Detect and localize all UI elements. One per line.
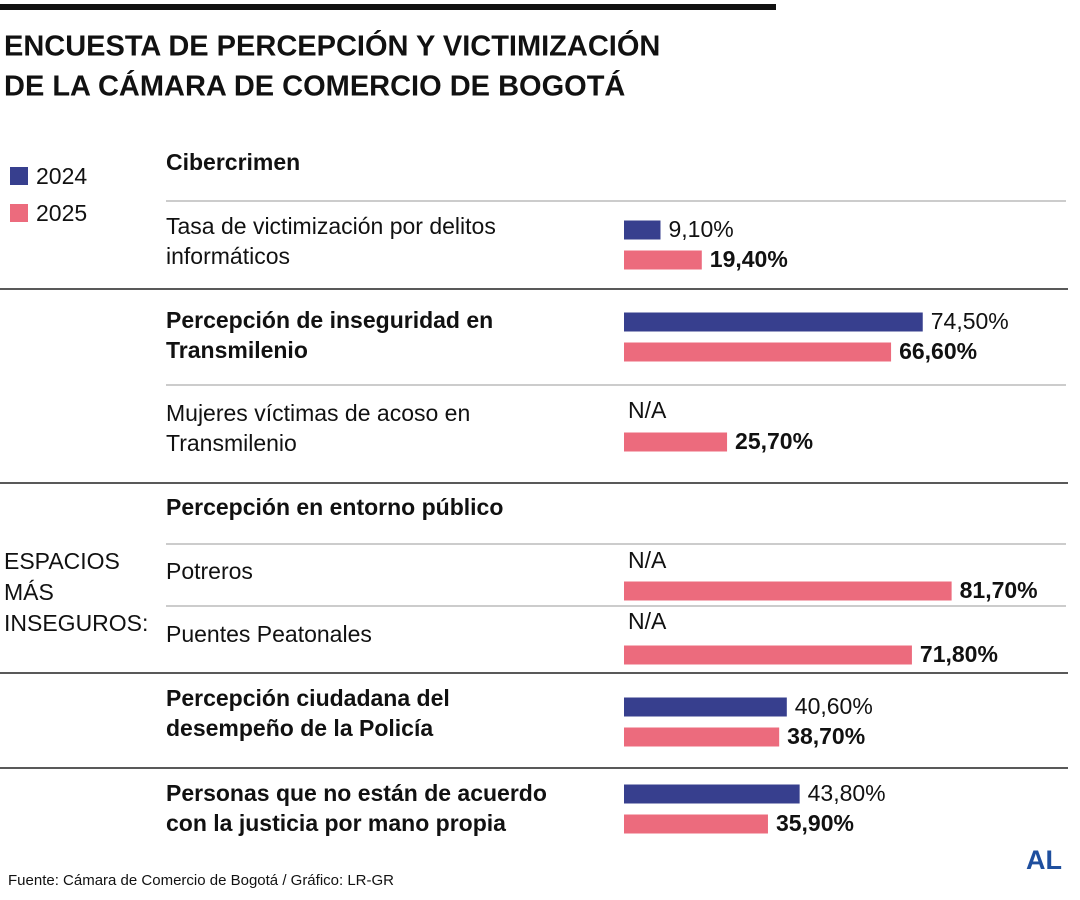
- dividers: [0, 288, 1068, 769]
- logo: AL: [1026, 845, 1062, 875]
- legend-swatch: [10, 204, 28, 222]
- category-label: informáticos: [166, 243, 290, 269]
- bar: [624, 784, 800, 804]
- bar: [624, 250, 702, 270]
- bar: [624, 220, 661, 240]
- value-label: 19,40%: [710, 246, 788, 272]
- category-label: Puentes Peatonales: [166, 621, 372, 647]
- chart-title: ENCUESTA DE PERCEPCIÓN Y VICTIMIZACIÓN: [4, 29, 660, 63]
- value-label: 71,80%: [920, 641, 998, 667]
- category-label: Percepción ciudadana del: [166, 685, 450, 711]
- legend-swatch: [10, 167, 28, 185]
- bar: [624, 312, 923, 332]
- side-label: MÁS: [4, 579, 54, 605]
- category-label: Transmilenio: [166, 430, 297, 456]
- value-label: 66,60%: [899, 338, 977, 364]
- value-label: N/A: [628, 608, 667, 634]
- chart-title: DE LA CÁMARA DE COMERCIO DE BOGOTÁ: [4, 69, 625, 103]
- value-label: N/A: [628, 397, 667, 423]
- bar: [624, 727, 780, 747]
- bar: [624, 581, 952, 601]
- legend-label: 2025: [36, 200, 87, 226]
- value-label: N/A: [628, 547, 667, 573]
- value-label: 35,90%: [776, 810, 854, 836]
- side-label: INSEGUROS:: [4, 610, 148, 636]
- bar: [624, 814, 768, 834]
- category-label: Percepción de inseguridad en: [166, 307, 493, 333]
- section-title: Percepción en entorno público: [166, 494, 503, 520]
- separators: [166, 200, 1066, 607]
- category-label: con la justicia por mano propia: [166, 810, 506, 836]
- category-label: desempeño de la Policía: [166, 715, 433, 741]
- legend-label: 2024: [36, 163, 87, 189]
- value-label: 40,60%: [795, 693, 873, 719]
- category-label: Transmilenio: [166, 337, 308, 363]
- top-rule: [0, 4, 776, 10]
- value-label: 74,50%: [931, 308, 1009, 334]
- category-label: Personas que no están de acuerdo: [166, 780, 547, 806]
- value-label: 25,70%: [735, 428, 813, 454]
- bar: [624, 432, 728, 452]
- bar: [624, 645, 912, 665]
- value-label: 38,70%: [787, 723, 865, 749]
- value-label: 9,10%: [668, 216, 733, 242]
- side-label: ESPACIOS: [4, 548, 120, 574]
- value-label: 81,70%: [960, 577, 1038, 603]
- category-label: Potreros: [166, 558, 253, 584]
- source: Fuente: Cámara de Comercio de Bogotá / G…: [8, 872, 394, 889]
- bar: [624, 342, 892, 362]
- category-label: Tasa de victimización por delitos: [166, 213, 496, 239]
- section-title: Cibercrimen: [166, 149, 300, 175]
- bar: [624, 697, 787, 717]
- value-label: 43,80%: [808, 780, 886, 806]
- category-label: Mujeres víctimas de acoso en: [166, 400, 470, 426]
